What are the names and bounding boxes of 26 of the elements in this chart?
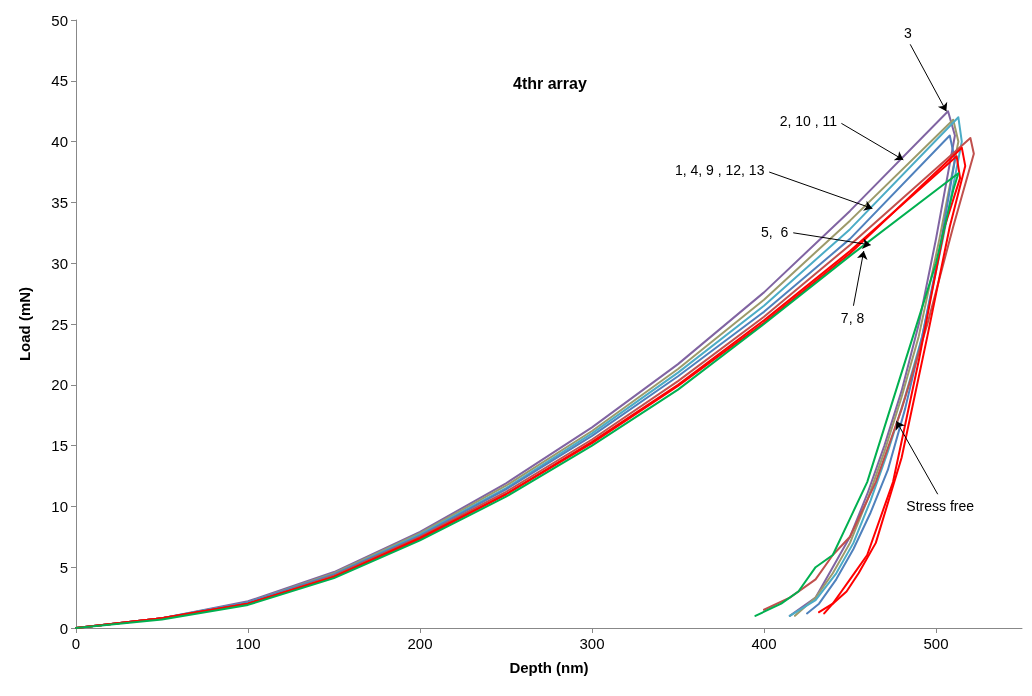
y-tick-label: 50 xyxy=(51,11,68,29)
x-tick-label: 100 xyxy=(235,635,261,652)
y-tick-label: 35 xyxy=(51,193,68,211)
annotation: 2, 10 , 11 xyxy=(779,112,838,129)
x-tick-label: 400 xyxy=(751,635,777,652)
annotation: Stress free xyxy=(906,497,975,514)
y-tick-label: 5 xyxy=(59,558,68,576)
y-axis-title: Load (mN) xyxy=(16,286,33,362)
y-tick-label: 20 xyxy=(51,376,68,394)
x-tick-label: 0 xyxy=(71,635,81,652)
y-tick-label: 30 xyxy=(51,254,68,272)
x-tick-label: 200 xyxy=(407,635,433,652)
y-tick-label: 0 xyxy=(59,619,68,637)
annotation: 3 xyxy=(903,24,912,41)
x-tick-label: 300 xyxy=(579,635,605,652)
y-tick-label: 40 xyxy=(51,133,68,151)
x-axis-title: Depth (nm) xyxy=(509,659,589,676)
y-tick-label: 15 xyxy=(51,437,68,455)
y-tick-label: 10 xyxy=(51,497,68,515)
y-tick-label: 25 xyxy=(51,315,68,333)
x-tick-label: 500 xyxy=(923,635,949,652)
y-tick-label: 45 xyxy=(51,72,68,90)
text: 4thr array xyxy=(513,74,587,92)
annotation: 5, 6 xyxy=(761,224,789,241)
annotation: 7, 8 xyxy=(840,309,865,326)
annotation: 1, 4, 9 , 12, 13 xyxy=(674,162,765,179)
